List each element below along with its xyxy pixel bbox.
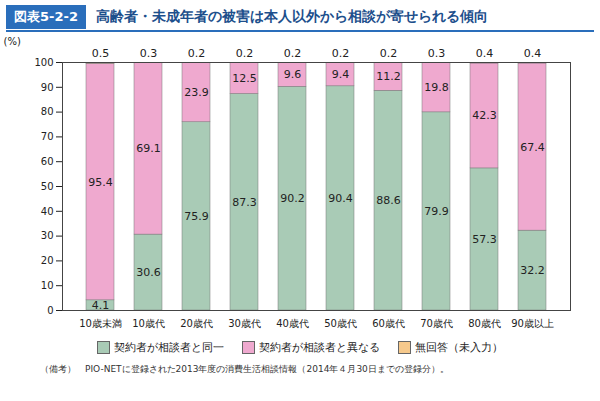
svg-text:20歳代: 20歳代 bbox=[180, 318, 213, 329]
svg-text:9.6: 9.6 bbox=[284, 68, 302, 81]
svg-text:67.4: 67.4 bbox=[520, 141, 545, 154]
svg-text:10: 10 bbox=[41, 280, 54, 291]
svg-text:0.2: 0.2 bbox=[284, 47, 302, 60]
svg-text:10歳代: 10歳代 bbox=[132, 318, 165, 329]
svg-text:0.4: 0.4 bbox=[476, 47, 494, 60]
html-text:無回答（未入力）: 無回答（未入力） bbox=[415, 341, 503, 354]
svg-text:42.3: 42.3 bbox=[472, 109, 497, 122]
svg-text:30.6: 30.6 bbox=[136, 266, 161, 279]
svg-text:100: 100 bbox=[34, 57, 53, 68]
svg-text:90歳以上: 90歳以上 bbox=[511, 318, 554, 329]
svg-text:87.3: 87.3 bbox=[232, 196, 257, 209]
svg-text:95.4: 95.4 bbox=[88, 176, 113, 189]
svg-text:4.1: 4.1 bbox=[92, 299, 110, 312]
svg-text:10歳未満: 10歳未満 bbox=[79, 318, 122, 329]
svg-text:90.4: 90.4 bbox=[328, 192, 353, 205]
svg-text:0.2: 0.2 bbox=[236, 47, 254, 60]
svg-text:0.3: 0.3 bbox=[428, 47, 446, 60]
svg-text:90.2: 90.2 bbox=[280, 192, 305, 205]
svg-text:50: 50 bbox=[41, 181, 54, 192]
svg-text:9.4: 9.4 bbox=[332, 68, 350, 81]
svg-text:30歳代: 30歳代 bbox=[228, 318, 261, 329]
svg-text:70: 70 bbox=[41, 131, 54, 142]
html-text:契約者が相談者と同一: 契約者が相談者と同一 bbox=[114, 341, 224, 354]
html-text:高齢者・未成年者の被害は本人以外から相談が寄せられる傾向: 高齢者・未成年者の被害は本人以外から相談が寄せられる傾向 bbox=[95, 8, 488, 24]
svg-text:0.2: 0.2 bbox=[380, 47, 398, 60]
html-text:契約者が相談者と異なる: 契約者が相談者と異なる bbox=[259, 341, 380, 354]
svg-text:0.2: 0.2 bbox=[188, 47, 206, 60]
svg-text:40: 40 bbox=[41, 206, 54, 217]
svg-text:75.9: 75.9 bbox=[184, 210, 209, 223]
html-text:図表5-2-2: 図表5-2-2 bbox=[14, 9, 78, 24]
svg-text:80: 80 bbox=[41, 106, 54, 117]
svg-text:69.1: 69.1 bbox=[136, 142, 161, 155]
svg-text:57.3: 57.3 bbox=[472, 233, 497, 246]
svg-text:0.3: 0.3 bbox=[140, 47, 158, 60]
svg-text:60歳代: 60歳代 bbox=[372, 318, 405, 329]
svg-text:79.9: 79.9 bbox=[424, 205, 449, 218]
svg-text:88.6: 88.6 bbox=[376, 194, 401, 207]
svg-text:11.2: 11.2 bbox=[376, 70, 401, 83]
svg-text:80歳代: 80歳代 bbox=[468, 318, 501, 329]
svg-text:19.8: 19.8 bbox=[424, 81, 449, 94]
svg-text:30: 30 bbox=[41, 230, 54, 241]
svg-text:20: 20 bbox=[41, 255, 54, 266]
svg-text:70歳代: 70歳代 bbox=[420, 318, 453, 329]
svg-text:32.2: 32.2 bbox=[520, 264, 545, 277]
svg-text:23.9: 23.9 bbox=[184, 86, 209, 99]
svg-text:0.5: 0.5 bbox=[92, 47, 110, 60]
svg-text:0.2: 0.2 bbox=[332, 47, 350, 60]
svg-text:0: 0 bbox=[47, 305, 53, 316]
svg-text:12.5: 12.5 bbox=[232, 72, 257, 85]
svg-text:50歳代: 50歳代 bbox=[324, 318, 357, 329]
svg-text:(%): (%) bbox=[4, 36, 21, 47]
svg-text:40歳代: 40歳代 bbox=[276, 318, 309, 329]
svg-text:0.4: 0.4 bbox=[524, 47, 542, 60]
svg-text:60: 60 bbox=[41, 156, 54, 167]
svg-text:90: 90 bbox=[41, 82, 54, 93]
html-text:（備考） PIO-NETに登録された2013年度の消費生活相: （備考） PIO-NETに登録された2013年度の消費生活相談情報（2014年４… bbox=[40, 364, 449, 374]
